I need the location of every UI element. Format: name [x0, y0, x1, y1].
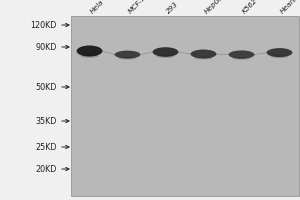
Text: 293: 293	[166, 1, 180, 15]
Text: Hela: Hela	[89, 0, 105, 15]
Text: 50KD: 50KD	[36, 83, 57, 92]
Text: 25KD: 25KD	[35, 142, 57, 152]
FancyBboxPatch shape	[70, 16, 298, 196]
Ellipse shape	[153, 47, 178, 57]
Text: 20KD: 20KD	[36, 164, 57, 173]
Ellipse shape	[267, 48, 292, 57]
Ellipse shape	[157, 55, 175, 58]
Ellipse shape	[118, 57, 136, 60]
Text: 120KD: 120KD	[31, 21, 57, 29]
Ellipse shape	[76, 46, 102, 56]
Text: Heart: Heart	[280, 0, 298, 15]
Ellipse shape	[271, 55, 289, 58]
Ellipse shape	[229, 50, 254, 59]
Text: 90KD: 90KD	[36, 43, 57, 51]
Ellipse shape	[190, 49, 216, 58]
Text: MCF-7: MCF-7	[128, 0, 148, 15]
Ellipse shape	[232, 57, 250, 60]
Ellipse shape	[194, 56, 212, 60]
Text: 35KD: 35KD	[36, 116, 57, 126]
Text: K562: K562	[242, 0, 259, 15]
Ellipse shape	[80, 54, 98, 58]
Ellipse shape	[115, 51, 140, 59]
Text: HepG2: HepG2	[203, 0, 225, 15]
